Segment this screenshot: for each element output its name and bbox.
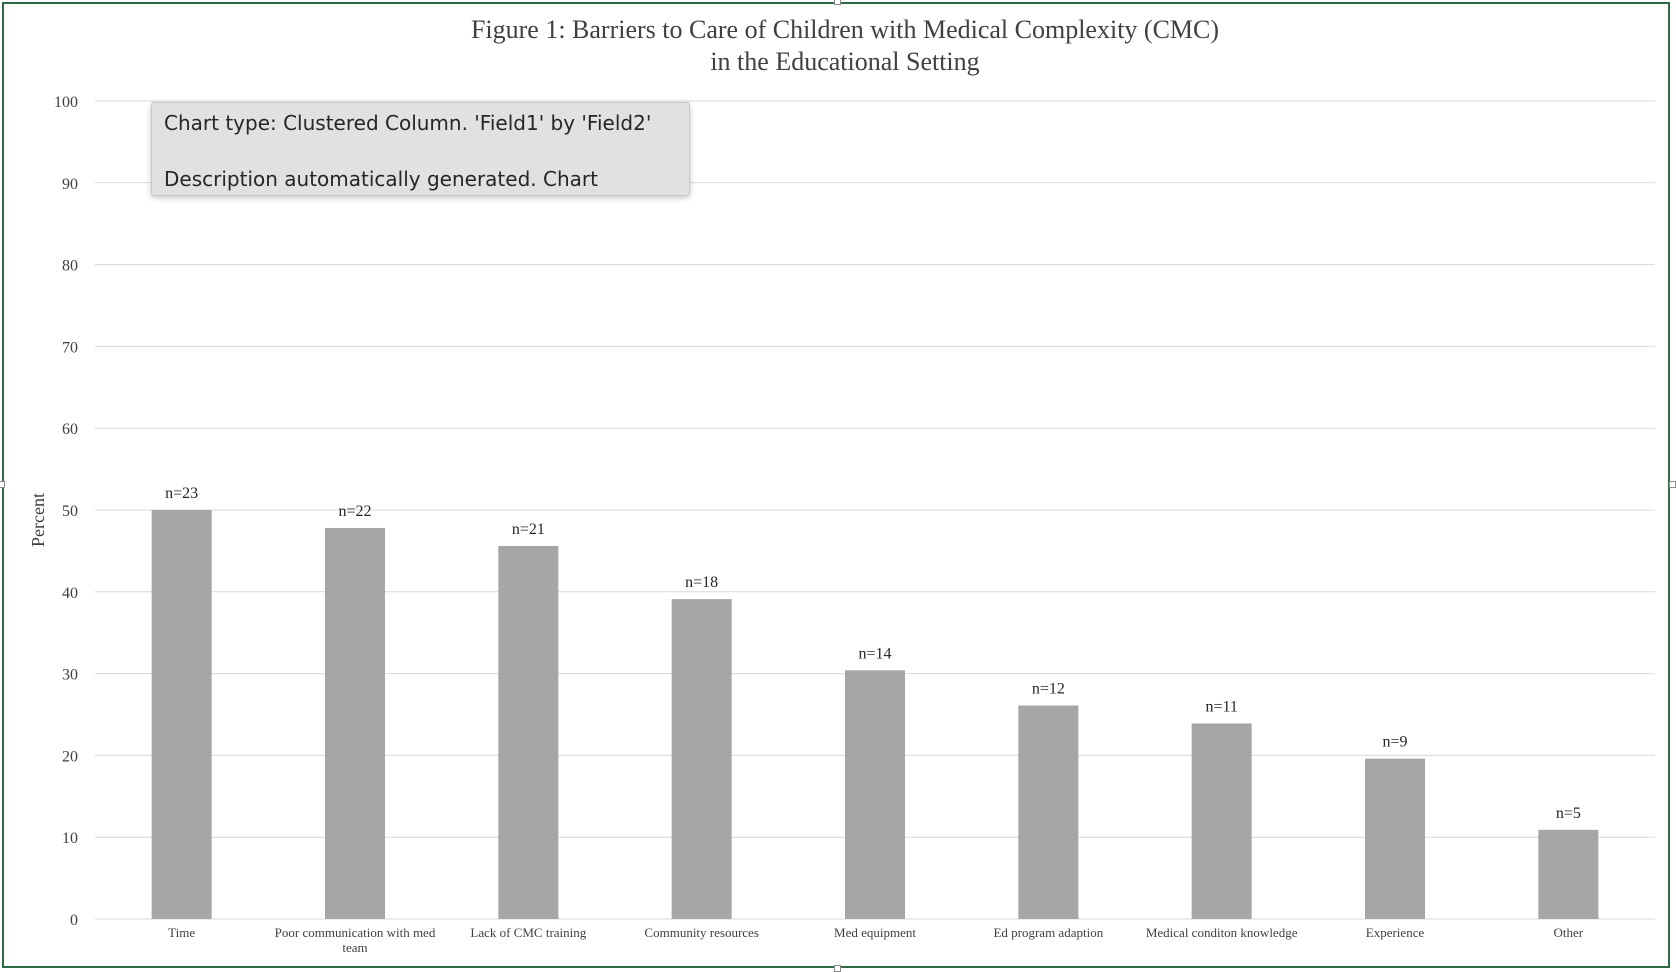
x-tick-label: Med equipment <box>834 925 916 940</box>
data-label: n=5 <box>1556 805 1581 822</box>
bars <box>151 510 1599 919</box>
data-label: n=9 <box>1382 734 1407 751</box>
y-tick-label: 100 <box>54 94 78 111</box>
x-tick-label: Community resources <box>644 925 758 940</box>
y-axis-label: Percent <box>28 493 48 547</box>
alt-text-tooltip: Chart type: Clustered Column. 'Field1' b… <box>151 102 690 196</box>
bar[interactable] <box>1018 705 1079 919</box>
x-tick-label: Lack of CMC training <box>470 925 586 940</box>
data-label: n=23 <box>165 485 198 502</box>
chart-title-line-1: Figure 1: Barriers to Care of Children w… <box>470 15 1220 44</box>
x-tick-label: Other <box>1554 925 1584 940</box>
bar[interactable] <box>671 599 732 919</box>
bar[interactable] <box>498 545 559 919</box>
y-tick-label: 50 <box>62 503 78 520</box>
tooltip-line-2: Description automatically generated. Cha… <box>164 167 598 191</box>
x-tick-label: team <box>342 940 367 955</box>
y-tick-label: 90 <box>62 176 78 193</box>
resize-handle-top[interactable] <box>834 0 841 5</box>
y-tick-label: 20 <box>62 748 78 765</box>
y-tick-label: 80 <box>62 258 78 275</box>
bar[interactable] <box>1538 829 1599 919</box>
data-label: n=12 <box>1032 681 1065 698</box>
y-tick-label: 0 <box>70 912 78 929</box>
x-tick-label: Ed program adaption <box>993 925 1103 940</box>
resize-handle-left[interactable] <box>0 481 5 488</box>
bar[interactable] <box>325 527 385 919</box>
y-tick-label: 40 <box>62 585 78 602</box>
bar[interactable] <box>1191 723 1252 919</box>
labels: 0 10 20 30 40 50 60 70 80 90 100 Percent n=23 Time n=2… <box>28 94 1584 955</box>
data-label: n=18 <box>685 574 718 591</box>
y-tick-label: 60 <box>62 421 78 438</box>
y-tick-label: 30 <box>62 667 78 684</box>
data-label: n=22 <box>338 503 371 520</box>
data-label: n=14 <box>858 645 891 662</box>
y-tick-label: 10 <box>62 830 78 847</box>
chart-title: Figure 1: Barriers to Care of Children w… <box>0 14 1676 78</box>
data-label: n=21 <box>512 521 545 538</box>
x-tick-label: Experience <box>1366 925 1425 940</box>
x-tick-label: Medical conditon knowledge <box>1146 925 1298 940</box>
bar[interactable] <box>151 510 212 919</box>
bar[interactable] <box>1365 758 1425 919</box>
y-tick-label: 70 <box>62 339 78 356</box>
bar[interactable] <box>845 670 905 919</box>
data-label: n=11 <box>1205 698 1237 715</box>
tooltip-line-1: Chart type: Clustered Column. 'Field1' b… <box>164 111 652 135</box>
x-tick-label: Poor communication with med <box>275 925 436 940</box>
chart-title-line-2: in the Educational Setting <box>710 47 980 76</box>
x-tick-label: Time <box>168 925 195 940</box>
